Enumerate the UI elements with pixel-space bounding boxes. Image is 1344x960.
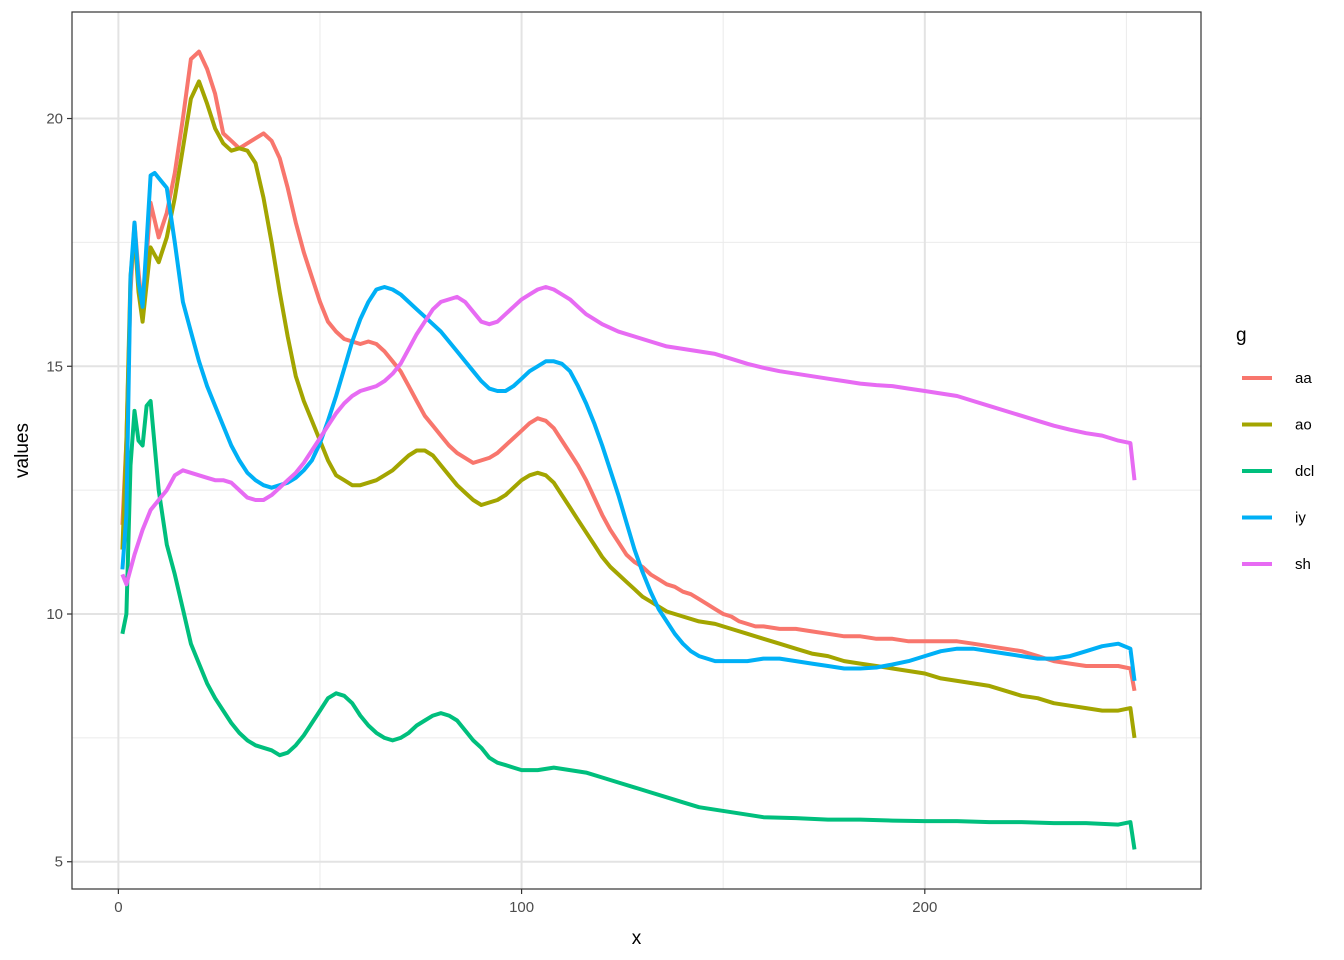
- y-tick-label: 15: [46, 358, 63, 375]
- x-tick-label: 200: [912, 899, 937, 916]
- legend-title: g: [1236, 325, 1247, 346]
- major-gridlines: [72, 12, 1201, 889]
- legend-items: aa ao dcl iy sh: [1242, 370, 1314, 573]
- x-axis-title: x: [632, 928, 642, 949]
- plot-panel: [71, 11, 1202, 890]
- panel-background: [72, 12, 1201, 889]
- y-tick-label: 20: [46, 111, 63, 128]
- legend-label-dcl: dcl: [1295, 463, 1314, 480]
- legend-item-iy: iy: [1242, 510, 1306, 527]
- legend-item-dcl: dcl: [1242, 463, 1314, 480]
- x-tick-label: 0: [114, 899, 122, 916]
- x-tick-label: 100: [509, 899, 534, 916]
- x-axis-ticks: 0 100 200: [114, 889, 937, 916]
- legend-label-iy: iy: [1295, 510, 1306, 527]
- series-lines: [120, 49, 1137, 850]
- legend-label-sh: sh: [1295, 556, 1311, 573]
- series-line-aa: [120, 49, 1137, 692]
- y-axis-ticks: 5 10 15 20: [46, 111, 72, 871]
- y-axis-title: values: [12, 423, 33, 478]
- legend-label-aa: aa: [1295, 370, 1312, 387]
- legend: g aa ao dcl iy sh: [1236, 325, 1314, 573]
- series-line-iy: [120, 171, 1137, 682]
- series-line-dcl: [120, 399, 1137, 850]
- legend-item-ao: ao: [1242, 417, 1312, 434]
- legend-item-sh: sh: [1242, 556, 1311, 573]
- y-tick-label: 5: [55, 854, 63, 871]
- panel-border: [71, 11, 1202, 890]
- minor-gridlines: [72, 12, 1201, 889]
- legend-label-ao: ao: [1295, 417, 1312, 434]
- legend-item-aa: aa: [1242, 370, 1312, 387]
- series-line-sh: [120, 285, 1137, 587]
- y-tick-label: 10: [46, 606, 63, 623]
